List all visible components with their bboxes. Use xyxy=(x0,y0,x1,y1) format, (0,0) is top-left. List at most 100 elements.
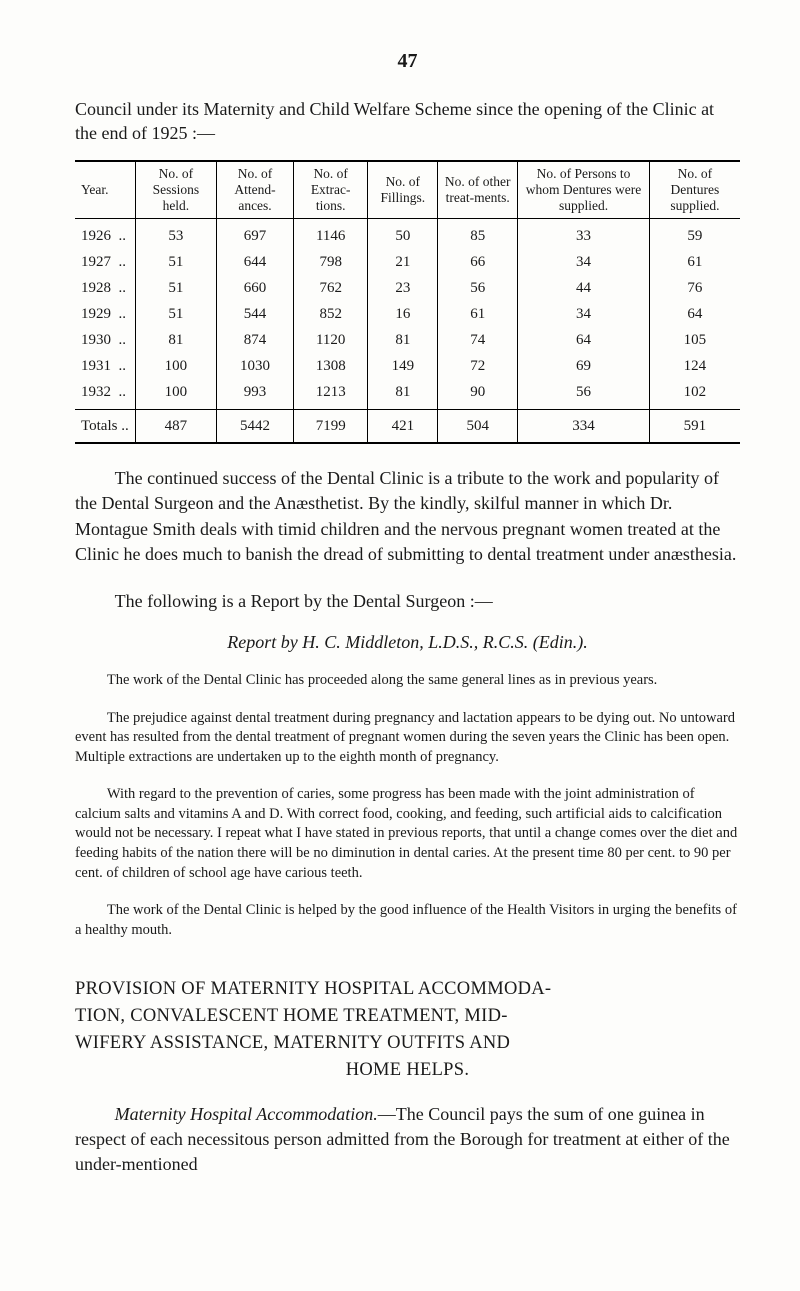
report-paragraph: The prejudice against dental treatment d… xyxy=(75,709,740,768)
cell: 64 xyxy=(518,327,650,353)
cell: 149 xyxy=(368,353,438,379)
cell-total: 7199 xyxy=(293,410,367,444)
report-paragraph: The work of the Dental Clinic has procee… xyxy=(75,671,740,691)
document-page: 47 Council under its Maternity and Child… xyxy=(0,0,800,1291)
cell: 85 xyxy=(438,219,518,250)
cell-total: 487 xyxy=(135,410,216,444)
cell: 762 xyxy=(293,275,367,301)
cell: 852 xyxy=(293,301,367,327)
intro-paragraph: Council under its Maternity and Child We… xyxy=(75,97,740,146)
body-paragraph: The following is a Report by the Dental … xyxy=(75,589,740,614)
cell-year: 1926 .. xyxy=(75,219,135,250)
table-row: 1926 .. 53 697 1146 50 85 33 59 xyxy=(75,219,740,250)
cell: 798 xyxy=(293,249,367,275)
cell: 23 xyxy=(368,275,438,301)
cell-year: 1932 .. xyxy=(75,379,135,410)
report-paragraph: The work of the Dental Clinic is helped … xyxy=(75,901,740,940)
cell: 53 xyxy=(135,219,216,250)
cell: 90 xyxy=(438,379,518,410)
cell: 69 xyxy=(518,353,650,379)
body-paragraph: The continued success of the Dental Clin… xyxy=(75,466,740,567)
table-row: 1932 .. 100 993 1213 81 90 56 102 xyxy=(75,379,740,410)
cell: 1146 xyxy=(293,219,367,250)
col-year: Year. xyxy=(75,161,135,219)
cell: 102 xyxy=(649,379,740,410)
heading-line-center: HOME HELPS. xyxy=(75,1057,740,1084)
cell: 51 xyxy=(135,249,216,275)
table-row: 1927 .. 51 644 798 21 66 34 61 xyxy=(75,249,740,275)
cell: 76 xyxy=(649,275,740,301)
cell: 660 xyxy=(217,275,294,301)
cell: 993 xyxy=(217,379,294,410)
table-row: 1928 .. 51 660 762 23 56 44 76 xyxy=(75,275,740,301)
cell: 21 xyxy=(368,249,438,275)
col-persons-dentures: No. of Persons to whom Dentures were sup… xyxy=(518,161,650,219)
cell-year: 1930 .. xyxy=(75,327,135,353)
cell: 1308 xyxy=(293,353,367,379)
cell: 1030 xyxy=(217,353,294,379)
cell: 16 xyxy=(368,301,438,327)
clinic-data-table: Year. No. of Sessions held. No. of Atten… xyxy=(75,160,740,445)
cell: 44 xyxy=(518,275,650,301)
cell-year: 1931 .. xyxy=(75,353,135,379)
table-foot: Totals .. 487 5442 7199 421 504 334 591 xyxy=(75,410,740,444)
cell: 81 xyxy=(368,379,438,410)
col-dentures-supplied: No. of Dentures supplied. xyxy=(649,161,740,219)
col-other-treatments: No. of other treat-ments. xyxy=(438,161,518,219)
cell-total: 5442 xyxy=(217,410,294,444)
cell: 874 xyxy=(217,327,294,353)
cell: 72 xyxy=(438,353,518,379)
cell: 50 xyxy=(368,219,438,250)
cell: 644 xyxy=(217,249,294,275)
cell: 124 xyxy=(649,353,740,379)
col-attendances: No. of Attend-ances. xyxy=(217,161,294,219)
cell: 61 xyxy=(438,301,518,327)
cell: 66 xyxy=(438,249,518,275)
cell: 56 xyxy=(438,275,518,301)
col-extractions: No. of Extrac-tions. xyxy=(293,161,367,219)
cell: 1120 xyxy=(293,327,367,353)
cell: 81 xyxy=(368,327,438,353)
table-body: 1926 .. 53 697 1146 50 85 33 59 1927 .. … xyxy=(75,219,740,410)
cell: 81 xyxy=(135,327,216,353)
cell: 34 xyxy=(518,301,650,327)
cell-total: 504 xyxy=(438,410,518,444)
cell: 74 xyxy=(438,327,518,353)
cell-year: 1928 .. xyxy=(75,275,135,301)
cell: 51 xyxy=(135,275,216,301)
cell: 64 xyxy=(649,301,740,327)
cell-total: 591 xyxy=(649,410,740,444)
heading-line: TION, CONVALESCENT HOME TREATMENT, MID- xyxy=(75,1006,508,1026)
cell-total: 421 xyxy=(368,410,438,444)
table-head: Year. No. of Sessions held. No. of Atten… xyxy=(75,161,740,219)
section-heading: PROVISION OF MATERNITY HOSPITAL ACCOMMOD… xyxy=(75,976,740,1083)
page-number: 47 xyxy=(75,50,740,73)
cell: 1213 xyxy=(293,379,367,410)
table-row: 1929 .. 51 544 852 16 61 34 64 xyxy=(75,301,740,327)
cell: 105 xyxy=(649,327,740,353)
cell: 34 xyxy=(518,249,650,275)
cell: 51 xyxy=(135,301,216,327)
cell: 61 xyxy=(649,249,740,275)
cell-year: 1927 .. xyxy=(75,249,135,275)
paragraph-lead: Maternity Hospital Accommodation. xyxy=(115,1104,378,1124)
table-totals-row: Totals .. 487 5442 7199 421 504 334 591 xyxy=(75,410,740,444)
table-row: 1931 .. 100 1030 1308 149 72 69 124 xyxy=(75,353,740,379)
cell: 100 xyxy=(135,353,216,379)
cell-year: 1929 .. xyxy=(75,301,135,327)
heading-line: WIFERY ASSISTANCE, MATERNITY OUTFITS AND xyxy=(75,1033,510,1053)
cell: 59 xyxy=(649,219,740,250)
cell: 697 xyxy=(217,219,294,250)
cell: 33 xyxy=(518,219,650,250)
cell-totals-label: Totals .. xyxy=(75,410,135,444)
heading-line: PROVISION OF MATERNITY HOSPITAL ACCOMMOD… xyxy=(75,979,551,999)
body-paragraph: Maternity Hospital Accommodation.—The Co… xyxy=(75,1102,740,1178)
col-sessions: No. of Sessions held. xyxy=(135,161,216,219)
report-paragraph: With regard to the prevention of caries,… xyxy=(75,785,740,883)
cell: 56 xyxy=(518,379,650,410)
report-title: Report by H. C. Middleton, L.D.S., R.C.S… xyxy=(75,632,740,653)
cell: 544 xyxy=(217,301,294,327)
cell: 100 xyxy=(135,379,216,410)
table-row: 1930 .. 81 874 1120 81 74 64 105 xyxy=(75,327,740,353)
table-header-row: Year. No. of Sessions held. No. of Atten… xyxy=(75,161,740,219)
